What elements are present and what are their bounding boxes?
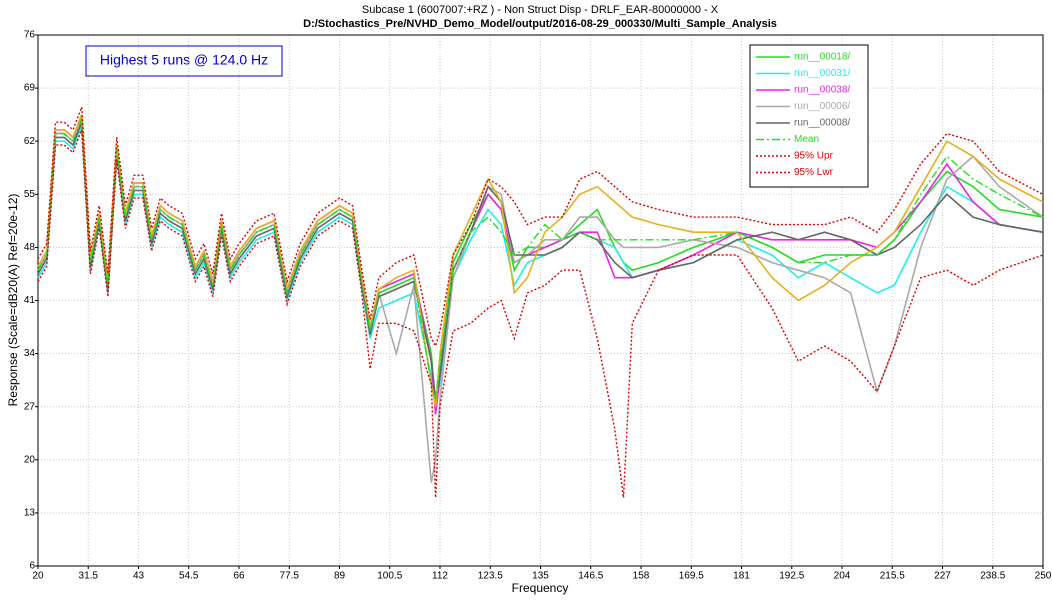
y-tick-label: 62 bbox=[24, 136, 36, 147]
y-tick-label: 55 bbox=[24, 189, 36, 200]
legend-box bbox=[749, 44, 869, 188]
x-tick-label: 123.5 bbox=[478, 571, 503, 582]
x-tick-label: 20 bbox=[32, 571, 44, 582]
y-tick-label: 41 bbox=[24, 295, 36, 306]
y-tick-label: 48 bbox=[24, 242, 36, 253]
x-tick-label: 43 bbox=[133, 571, 145, 582]
x-tick-label: 100.5 bbox=[377, 571, 402, 582]
x-tick-label: 238.5 bbox=[980, 571, 1005, 582]
plot-frame bbox=[37, 34, 1044, 567]
legend-label: run__00018/ bbox=[794, 52, 850, 63]
x-tick-label: 204 bbox=[834, 571, 851, 582]
legend-label: 95% Upr bbox=[794, 151, 834, 162]
x-tick-label: 89 bbox=[334, 571, 346, 582]
x-tick-label: 181 bbox=[733, 571, 750, 582]
legend-label: run__00038/ bbox=[794, 85, 850, 96]
y-tick-label: 76 bbox=[24, 30, 36, 41]
x-tick-label: 227 bbox=[934, 571, 951, 582]
y-tick-label: 20 bbox=[24, 454, 36, 465]
y-tick-label: 6 bbox=[29, 561, 35, 572]
x-tick-label: 250 bbox=[1035, 571, 1052, 582]
series-line bbox=[37, 129, 1044, 498]
series-line bbox=[37, 121, 1044, 400]
legend-label: 95% Lwr bbox=[794, 167, 834, 178]
x-tick-label: 135 bbox=[532, 571, 549, 582]
series-line bbox=[37, 125, 1044, 400]
x-axis-label: Frequency bbox=[512, 581, 569, 595]
x-tick-label: 54.5 bbox=[179, 571, 199, 582]
y-tick-label: 13 bbox=[24, 508, 36, 519]
chart-subtitle: D:/Stochastics_Pre/NVHD_Demo_Model/outpu… bbox=[303, 18, 777, 30]
legend-label: run__00008/ bbox=[794, 118, 850, 129]
series-line bbox=[37, 118, 1044, 400]
x-tick-label: 169.5 bbox=[679, 571, 704, 582]
y-tick-label: 69 bbox=[24, 83, 36, 94]
x-tick-label: 192.5 bbox=[779, 571, 804, 582]
y-tick-label: 27 bbox=[24, 401, 36, 412]
x-tick-label: 158 bbox=[633, 571, 650, 582]
x-tick-label: 146.5 bbox=[578, 571, 603, 582]
legend-label: run__00006/ bbox=[794, 101, 850, 112]
y-axis-label: Response (Scale=dB20(A) Ref=20e-12) bbox=[6, 194, 20, 407]
annotation: Highest 5 runs @ 124.0 Hz bbox=[100, 52, 268, 68]
x-tick-label: 215.5 bbox=[880, 571, 905, 582]
legend-label: Mean bbox=[794, 134, 819, 145]
x-tick-label: 112 bbox=[432, 571, 448, 582]
chart-title: Subcase 1 (6007007:+RZ ) - Non Struct Di… bbox=[362, 4, 719, 16]
x-tick-label: 31.5 bbox=[79, 571, 99, 582]
annotation-box bbox=[85, 45, 283, 77]
legend-label: run__00031/ bbox=[794, 68, 850, 79]
x-tick-label: 77.5 bbox=[280, 571, 300, 582]
y-tick-label: 34 bbox=[24, 348, 36, 359]
x-tick-label: 66 bbox=[233, 571, 245, 582]
series-line bbox=[37, 114, 1044, 407]
